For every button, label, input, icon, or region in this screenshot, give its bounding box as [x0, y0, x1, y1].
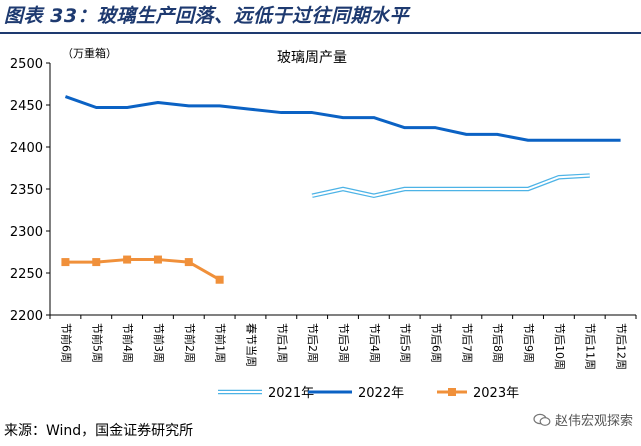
chart-title: 玻璃周产量	[277, 49, 347, 66]
x-tick-label: 节后12周	[615, 323, 628, 370]
y-tick-label: 2300	[10, 225, 43, 240]
series-line-2021-inner	[311, 174, 590, 197]
x-tick-label: 节前3周	[152, 323, 166, 363]
legend-label: 2021年	[268, 386, 314, 401]
x-tick-label: 节后2周	[306, 323, 319, 363]
x-tick-label: 节后6周	[430, 323, 443, 363]
x-tick-label: 节后4周	[368, 323, 381, 363]
data-point-2023	[123, 255, 132, 264]
data-point-2023	[92, 258, 101, 267]
x-tick-label: 春节当周	[244, 323, 258, 367]
y-tick-label: 2450	[10, 99, 43, 114]
y-tick-label: 2200	[10, 309, 43, 324]
chart-axes: 2200 2250 2300 2350 2400 2450 2500 节前6周 节前5周 节前4周…	[10, 46, 637, 370]
data-point-2023	[215, 275, 224, 284]
x-tick-label: 节前6周	[59, 323, 73, 363]
y-tick-label: 2350	[10, 183, 43, 198]
x-tick-label: 节后7周	[460, 323, 473, 363]
legend-label: 2022年	[358, 386, 404, 401]
legend-marker-2023	[448, 388, 456, 396]
watermark: 赵伟宏观探索	[533, 410, 633, 429]
y-tick-label: 2500	[10, 57, 43, 72]
watermark-text: 赵伟宏观探索	[554, 414, 633, 429]
series-line-2021	[311, 173, 590, 198]
wechat-icon	[533, 413, 551, 426]
figure-title: 图表 33：玻璃生产回落、远低于过往同期水平	[4, 5, 410, 27]
legend-label: 2023年	[473, 386, 519, 401]
data-point-2023	[184, 258, 193, 267]
x-tick-label: 节后8周	[491, 323, 504, 363]
data-point-2023	[61, 258, 70, 267]
source-note: 来源：Wind，国金证券研究所	[4, 423, 194, 439]
chart-series	[61, 95, 621, 284]
x-tick-label: 节前2周	[183, 323, 197, 363]
x-tick-label: 节前1周	[214, 323, 228, 363]
title-divider	[0, 32, 641, 34]
y-tick-label: 2400	[10, 141, 43, 156]
x-tick-label: 节后5周	[399, 323, 412, 363]
x-tick-label: 节后10周	[553, 323, 566, 370]
y-axis-label: （万重箱）	[62, 46, 117, 60]
data-point-2023	[153, 255, 162, 264]
y-tick-label: 2250	[10, 267, 43, 282]
x-tick-label: 节前4周	[121, 323, 135, 363]
x-tick-label: 节后11周	[584, 323, 597, 370]
chart-legend: 2021年 2022年 2023年	[218, 386, 519, 401]
x-tick-label: 节后3周	[337, 323, 350, 363]
series-line-2023	[65, 258, 221, 282]
x-tick-label: 节前5周	[90, 323, 104, 363]
series-line-2022	[64, 95, 621, 142]
x-tick-label: 节后9周	[522, 323, 535, 363]
x-tick-label: 节后1周	[275, 323, 288, 363]
